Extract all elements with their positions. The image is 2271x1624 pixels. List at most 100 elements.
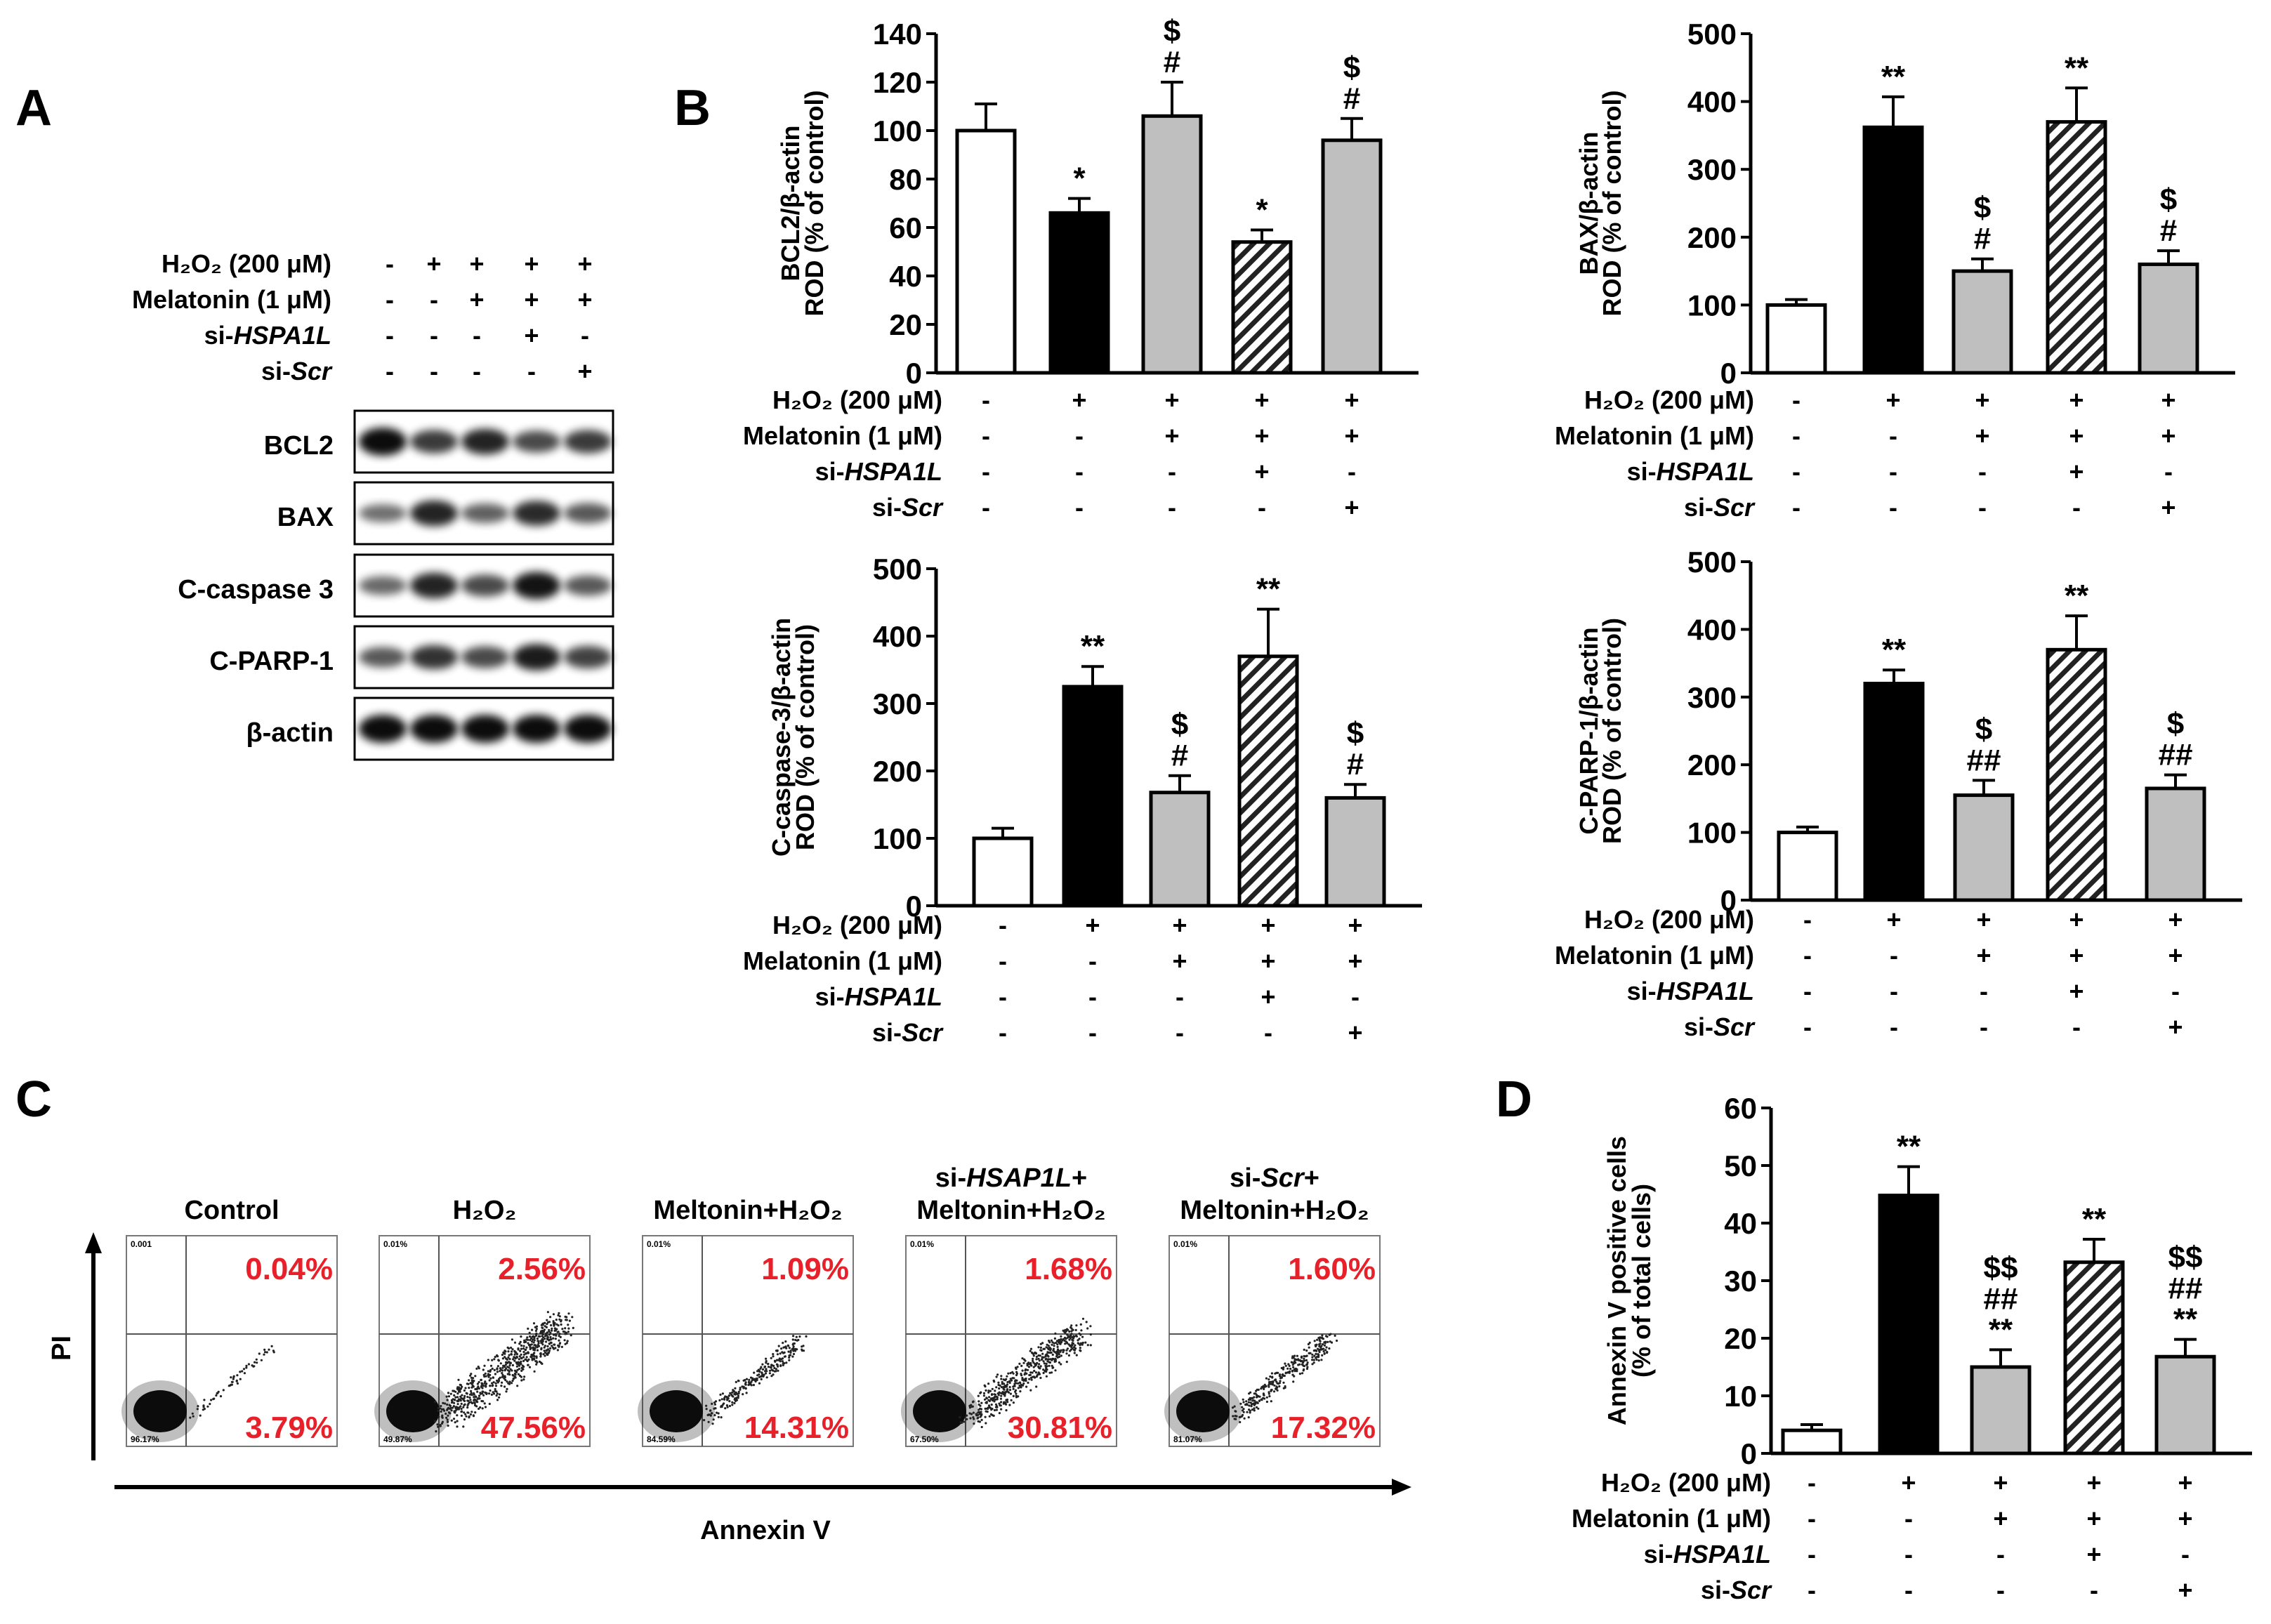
flow-dot-3-226: [1021, 1369, 1024, 1372]
flow-dot-4-230: [1300, 1356, 1303, 1359]
flow-dot-2-38: [737, 1390, 740, 1393]
flow-dot-3-504: [1008, 1389, 1012, 1392]
flow-dot-1-650: [537, 1342, 540, 1345]
flow-dot-2-190: [728, 1404, 731, 1408]
flow-dot-1-334: [468, 1396, 471, 1399]
flow-dot-2-220: [781, 1351, 784, 1354]
flow-dot-1-547: [549, 1338, 552, 1341]
annexin-sig-2-2: $$: [1984, 1250, 2018, 1285]
flow-dot-1-625: [489, 1377, 492, 1380]
annexin-sig-2-1: ##: [1984, 1281, 2018, 1316]
flow-dot-1-478: [533, 1370, 536, 1373]
flow-dot-1-687: [501, 1375, 503, 1378]
flow-dot-1-597: [535, 1332, 538, 1335]
flow-dot-2-22: [787, 1350, 790, 1353]
cparp1-ytick-label-0: 0: [1720, 884, 1737, 917]
flow-dot-3-272: [992, 1379, 995, 1382]
flow-dot-2-148: [776, 1353, 779, 1356]
flow-dot-3-466: [1021, 1378, 1024, 1381]
flow-dot-3-212: [980, 1411, 982, 1413]
flow-dot-3-94: [1007, 1372, 1010, 1375]
cparp1-cond-mark-0-2: +: [1976, 905, 1991, 934]
flow-dot-3-107: [1035, 1385, 1038, 1388]
flow-dot-1-688: [567, 1323, 570, 1326]
flow-dot-1-109: [498, 1396, 501, 1399]
flow-dot-1-358: [473, 1392, 475, 1395]
cparp1-bar-1: [1863, 682, 1925, 902]
flow-dot-1-619: [551, 1327, 553, 1330]
flow-dot-4-211: [1318, 1348, 1321, 1351]
flow-dot-1-232: [503, 1385, 506, 1388]
flow-dot-2-242: [714, 1400, 718, 1403]
flow-ll-corner-0: 96.17%: [131, 1434, 159, 1444]
flow-dot-1-239: [447, 1424, 449, 1427]
flow-dot-2-152: [777, 1345, 780, 1347]
flow-dot-4-247: [1295, 1368, 1298, 1371]
flow-dot-4-276: [1247, 1416, 1250, 1419]
bax-sig-3-0: **: [2065, 51, 2089, 85]
bcl2-ylabel-0: BCL2/β-actin: [776, 126, 805, 282]
cparp1-cond-mark-3-1: -: [1890, 1012, 1898, 1041]
pi-axis-label: PI: [47, 1335, 77, 1361]
flow-dot-3-502: [1046, 1368, 1048, 1371]
flow-dot-1-149: [435, 1430, 437, 1433]
flow-dot-1-666: [561, 1328, 564, 1331]
annexin-axis-label: Annexin V: [700, 1516, 831, 1545]
flow-dot-1-406: [567, 1327, 570, 1330]
annexin-ylabel-0: Annexin V positive cells: [1602, 1136, 1631, 1425]
flow-dot-0-4: [245, 1366, 248, 1369]
flow-dot-2-23: [782, 1342, 784, 1345]
flow-dot-4-255: [1291, 1361, 1294, 1364]
bcl2-cond-mark-0-4: +: [1344, 385, 1359, 414]
flow-dot-4-178: [1319, 1342, 1322, 1345]
flow-dot-0-11: [270, 1345, 273, 1347]
flow-dot-4-245: [1315, 1343, 1318, 1346]
flow-dot-4-273: [1275, 1387, 1277, 1390]
flow-dot-1-691: [473, 1398, 476, 1401]
flow-dot-4-281: [1294, 1354, 1296, 1357]
annexin-cond-mark-3-2: -: [1996, 1576, 2005, 1604]
panel-label-b: B: [674, 80, 711, 136]
flow-dot-3-202: [1079, 1342, 1082, 1345]
flow-dot-4-258: [1302, 1364, 1305, 1367]
bax-cond-mark-0-4: +: [2161, 385, 2175, 414]
flow-dot-1-10: [485, 1382, 488, 1385]
flow-dot-1-193: [493, 1368, 496, 1371]
flow-dot-1-472: [541, 1335, 544, 1338]
flow-dot-3-206: [1065, 1341, 1069, 1344]
flow-dot-1-490: [530, 1343, 533, 1346]
flow-dot-1-507: [495, 1390, 498, 1393]
flow-dot-1-556: [553, 1343, 556, 1346]
blot-cond-row-label-3: si-Scr: [261, 357, 333, 385]
flow-dot-4-96: [1311, 1363, 1314, 1366]
flow-dot-1-577: [548, 1342, 551, 1345]
flow-dot-4-249: [1289, 1367, 1292, 1371]
cparp1-cond-mark-0-1: +: [1886, 905, 1901, 934]
flow-dot-2-236: [783, 1355, 786, 1358]
flow-dot-1-512: [443, 1409, 446, 1412]
ccasp3-cond-mark-1-2: +: [1172, 946, 1187, 975]
flow-dot-1-699: [464, 1387, 467, 1389]
bcl2-ytick-label-1: 20: [889, 308, 922, 341]
flow-dot-1-521: [497, 1378, 501, 1380]
flow-dot-1-462: [541, 1343, 544, 1346]
flow-dot-1-307: [544, 1325, 546, 1328]
flow-dot-4-118: [1315, 1352, 1317, 1355]
flow-dot-0-55: [239, 1378, 242, 1380]
annexin-sig-4-0: **: [2173, 1302, 2198, 1337]
bax-bar-0: [1765, 303, 1827, 375]
flow-dot-4-283: [1249, 1411, 1251, 1414]
flow-dot-3-512: [1056, 1356, 1059, 1359]
flow-dot-3-436: [1025, 1385, 1028, 1388]
flow-dot-1-630: [495, 1394, 498, 1397]
flow-cluster-live-halo-4: [1164, 1380, 1242, 1442]
flow-dots-3: [959, 1317, 1092, 1429]
flow-dot-2-232: [765, 1370, 768, 1373]
flow-dot-3-102: [1029, 1349, 1032, 1352]
flow-dot-3-471: [1050, 1351, 1053, 1354]
flow-dot-0-13: [255, 1358, 258, 1361]
flow-dot-3-29: [1065, 1349, 1068, 1352]
flow-dot-4-243: [1262, 1397, 1265, 1399]
flow-dot-1-313: [527, 1358, 530, 1361]
flow-dot-3-323: [1070, 1324, 1073, 1327]
